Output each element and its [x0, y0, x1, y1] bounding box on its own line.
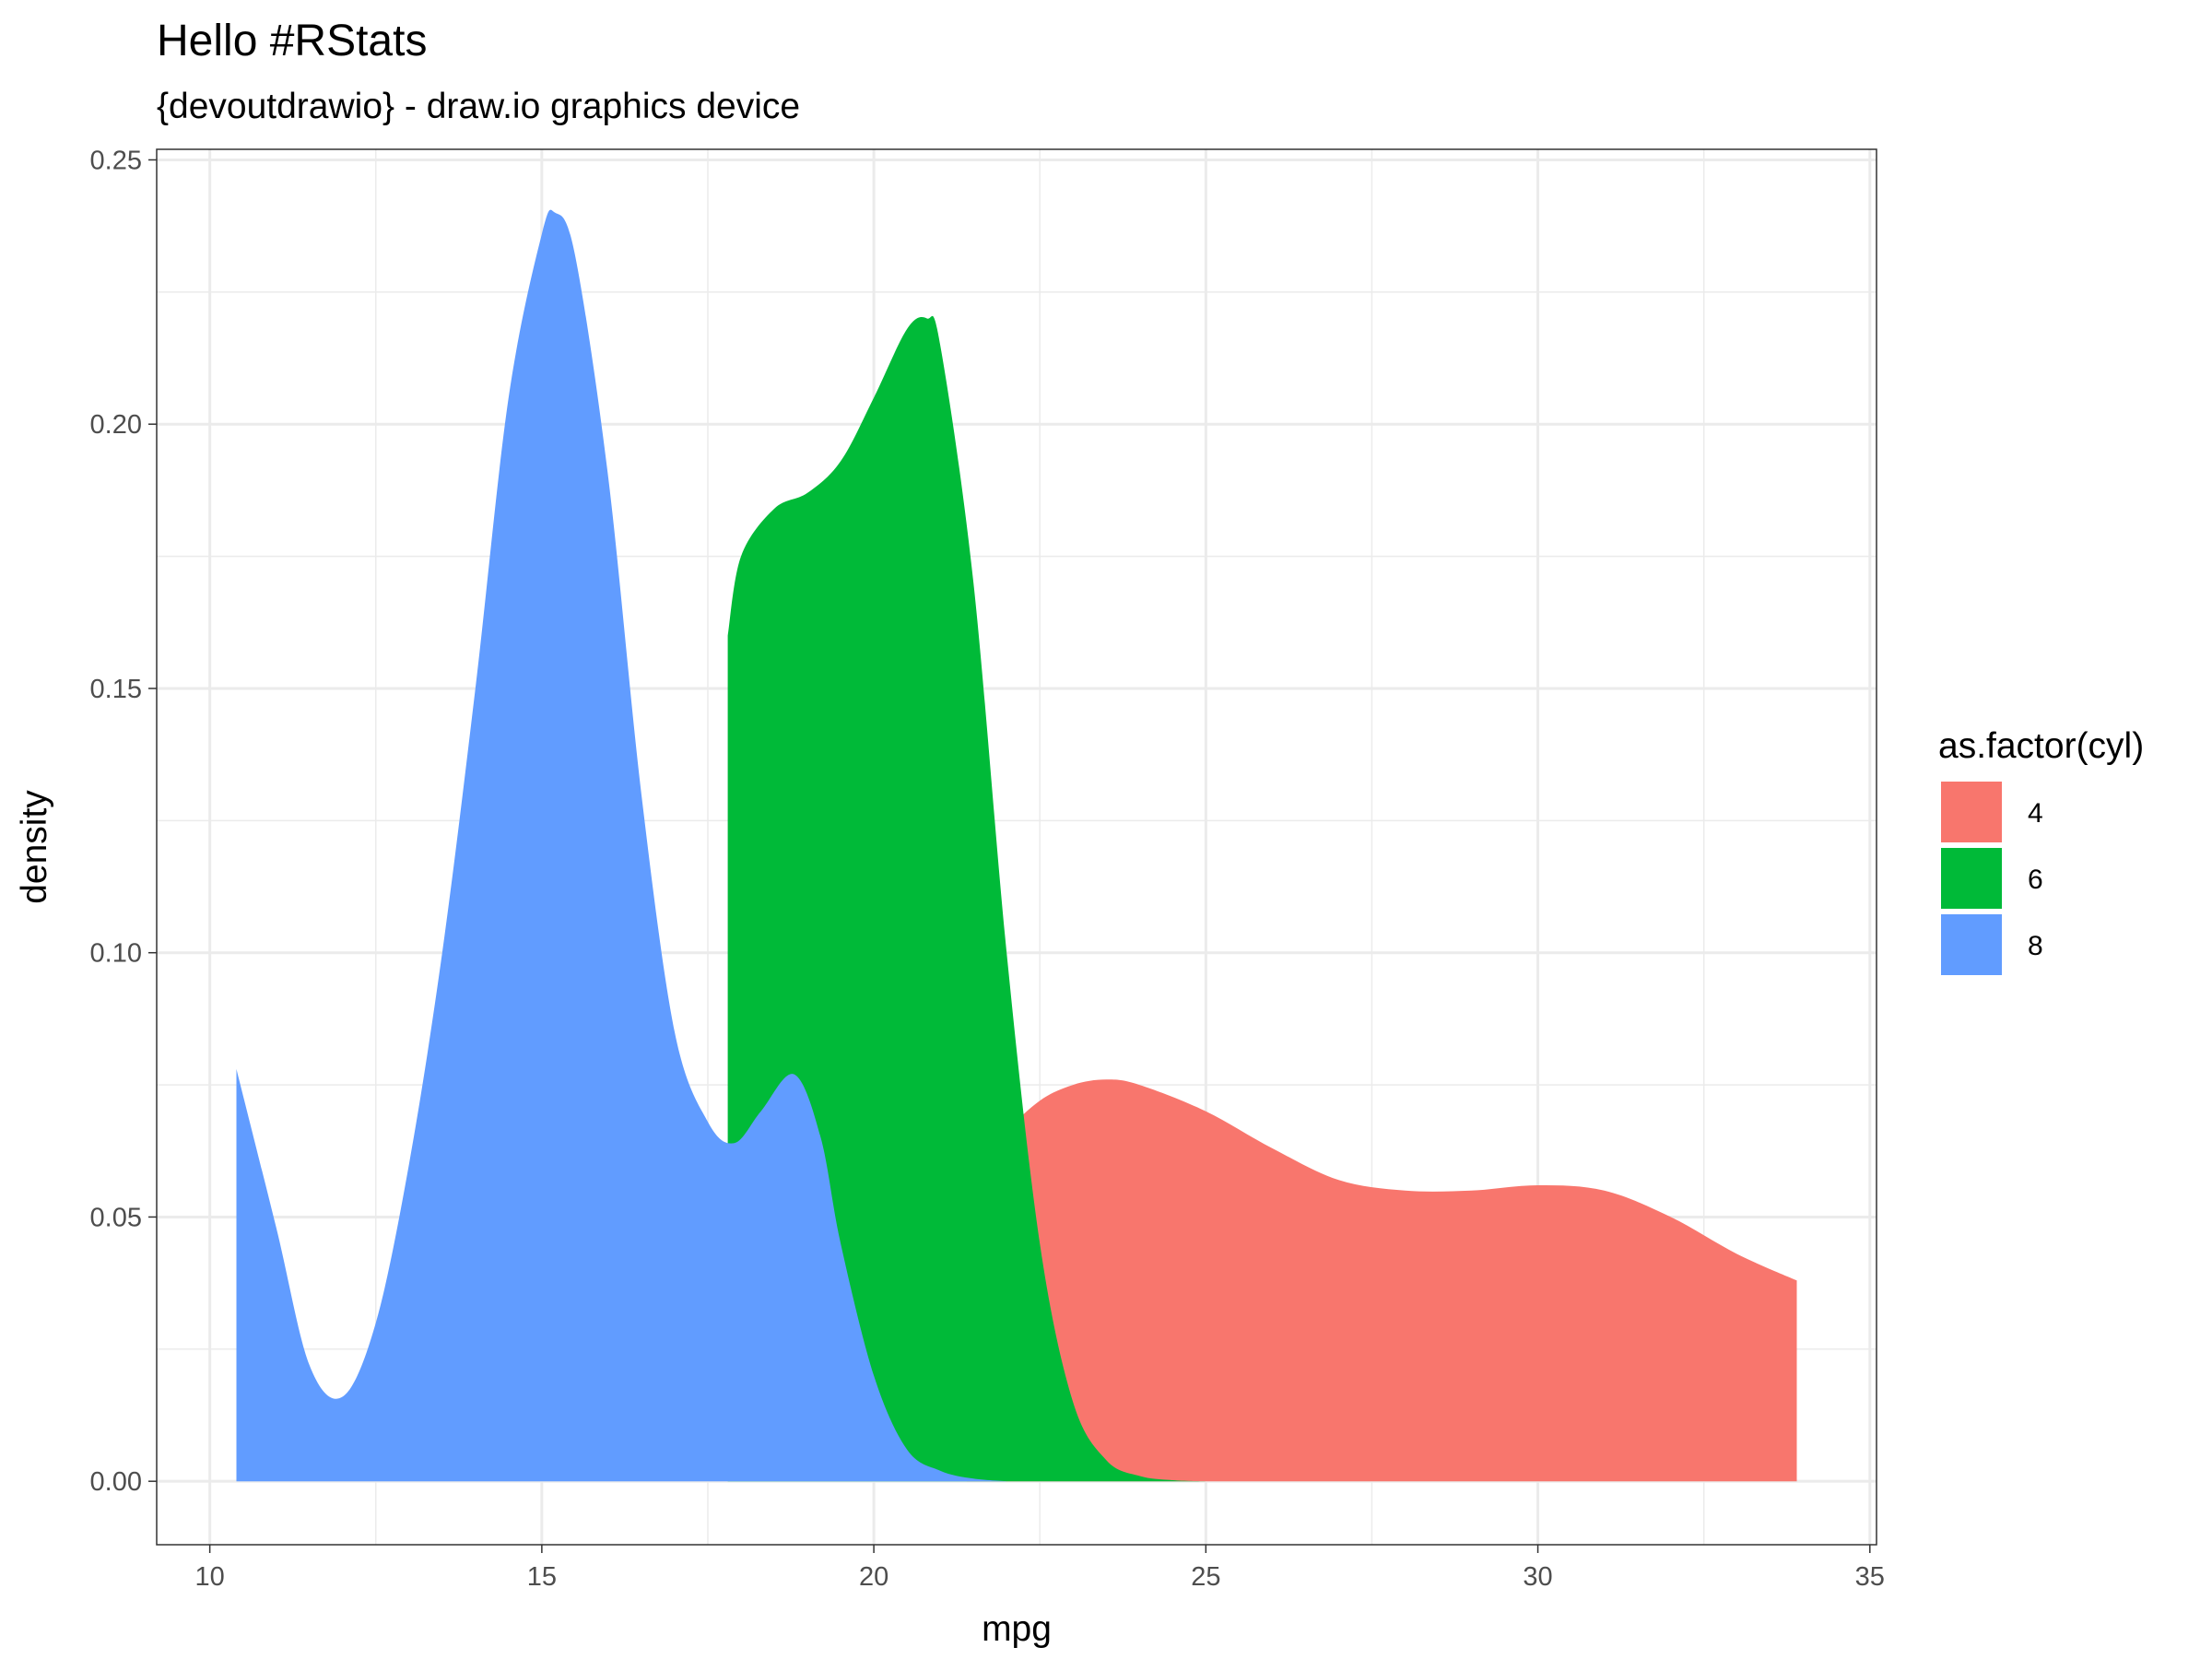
x-tick-label: 15	[527, 1562, 557, 1592]
legend-label-4: 4	[2028, 798, 2043, 829]
y-tick-label: 0.15	[90, 675, 142, 704]
x-tick-label: 10	[195, 1562, 225, 1592]
y-axis: 0.00 0.05 0.10 0.15 0.20 0.25	[90, 146, 157, 1497]
density-areas	[236, 209, 1797, 1482]
legend: as.factor(cyl) 4 6 8	[1938, 726, 2144, 975]
legend-title: as.factor(cyl)	[1938, 726, 2144, 766]
density-area-cyl-6	[727, 315, 1206, 1482]
legend-label-6: 6	[2028, 865, 2043, 895]
y-tick-label: 0.05	[90, 1203, 142, 1232]
density-area-cyl-4	[967, 1079, 1797, 1482]
legend-swatch-4	[1941, 782, 2002, 842]
chart-title: Hello #RStats	[157, 17, 427, 65]
legend-label-8: 8	[2028, 931, 2043, 961]
panel-border	[156, 148, 1877, 1546]
y-tick-label: 0.10	[90, 939, 142, 969]
y-tick-label: 0.00	[90, 1467, 142, 1497]
legend-swatch-8	[1941, 914, 2002, 975]
x-axis-title: mpg	[982, 1609, 1052, 1649]
x-axis: 10 15 20 25 30 35	[195, 1545, 1885, 1592]
x-tick-label: 30	[1523, 1562, 1552, 1592]
chart-subtitle: {devoutdrawio} - draw.io graphics device	[157, 87, 800, 126]
x-tick-label: 20	[859, 1562, 888, 1592]
x-tick-label: 25	[1191, 1562, 1220, 1592]
y-tick-label: 0.20	[90, 410, 142, 440]
x-tick-label: 35	[1855, 1562, 1885, 1592]
density-area-cyl-8	[236, 209, 1007, 1482]
y-tick-label: 0.25	[90, 146, 142, 175]
y-axis-title: density	[15, 790, 54, 904]
legend-swatch-6	[1941, 848, 2002, 909]
